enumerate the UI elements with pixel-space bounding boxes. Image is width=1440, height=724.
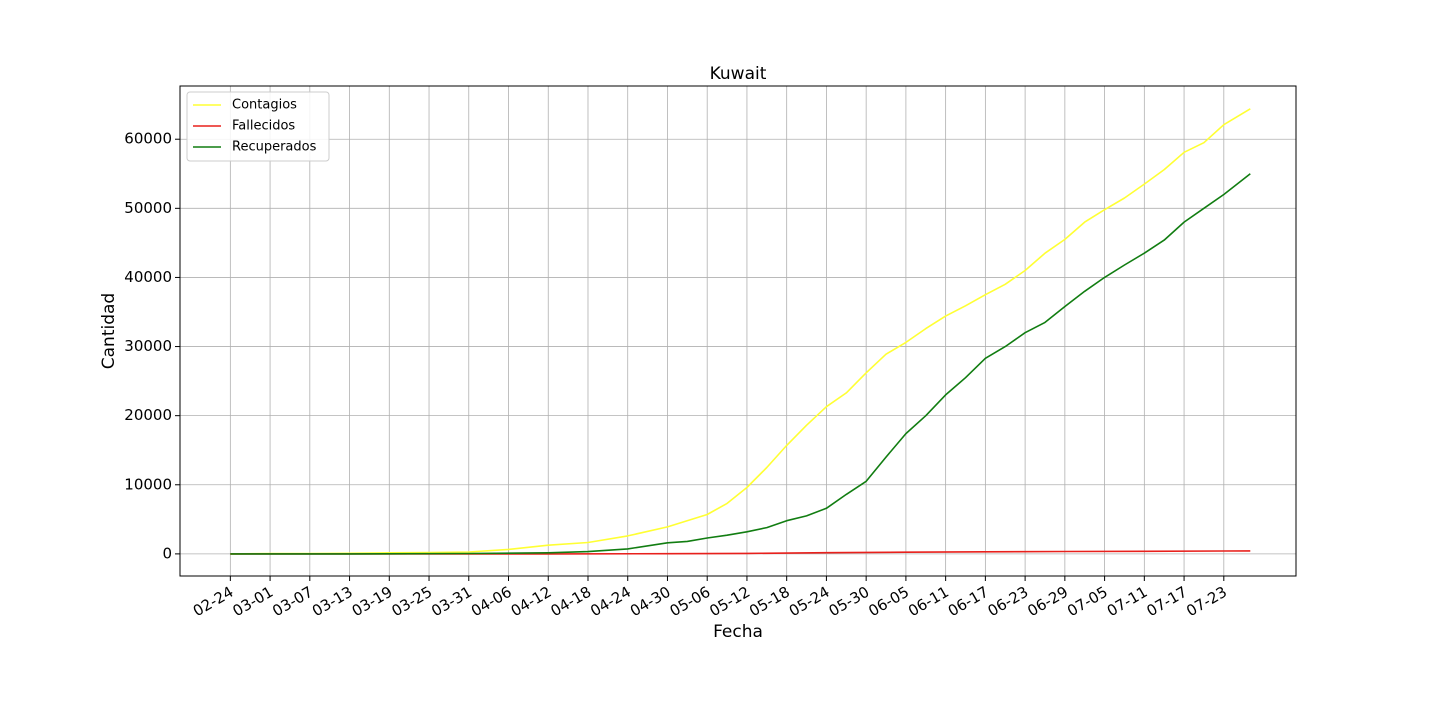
- legend-box: [186, 91, 330, 162]
- y-tick-label: 50000: [124, 199, 172, 217]
- y-tick-label: 60000: [124, 130, 172, 148]
- y-tick-label: 20000: [124, 406, 172, 424]
- legend: Contagios Fallecidos Recuperados: [186, 91, 330, 162]
- series-line-contagios: [230, 108, 1251, 555]
- series-lines: [230, 108, 1251, 555]
- y-tick-label: 10000: [124, 475, 172, 493]
- series-line-fallecidos: [230, 550, 1251, 555]
- y-tick-label: 30000: [124, 337, 172, 355]
- series-line-recuperados: [230, 173, 1251, 555]
- y-axis: 0 10000 20000 30000 40000 50000 60000: [124, 130, 180, 562]
- chart-title: Kuwait: [710, 64, 767, 84]
- y-axis-title: Cantidad: [99, 293, 119, 369]
- y-tick-label: 40000: [124, 268, 172, 286]
- y-tick-label: 0: [162, 544, 172, 562]
- legend-label: Fallecidos: [232, 119, 295, 134]
- legend-label: Contagios: [232, 98, 297, 113]
- legend-label: Recuperados: [232, 140, 317, 155]
- plot-frame: [179, 85, 1297, 577]
- x-axis-title: Fecha: [713, 622, 763, 642]
- grid: [180, 86, 1296, 576]
